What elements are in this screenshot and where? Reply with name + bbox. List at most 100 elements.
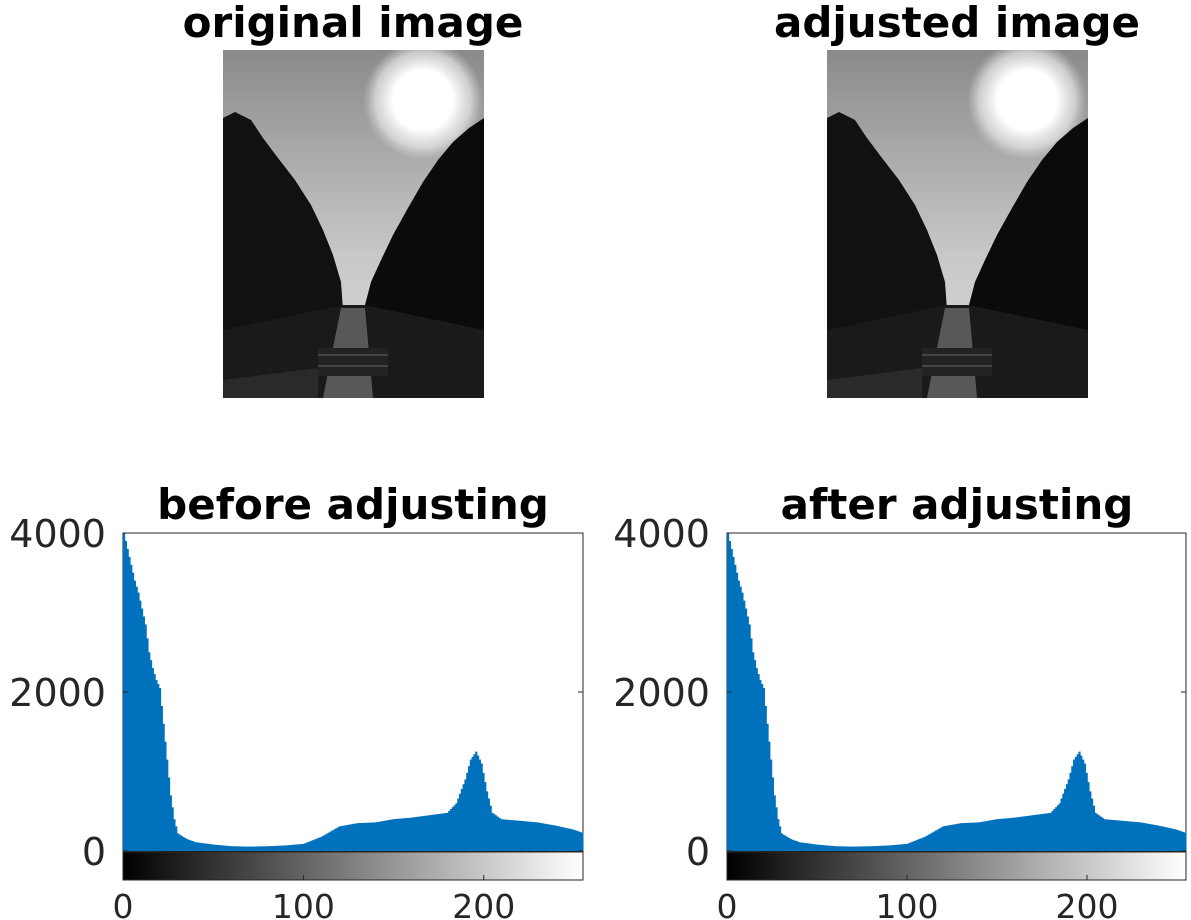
after-histogram-bar <box>1051 810 1054 851</box>
after-histogram-bar <box>1128 821 1131 851</box>
before-histogram-bar <box>466 772 469 851</box>
after-histogram-bar <box>904 844 907 851</box>
after-histogram-bar <box>999 818 1002 851</box>
before-histogram-title: before adjusting <box>157 480 549 529</box>
after-histogram-bar <box>945 825 948 851</box>
after-histogram-bar <box>777 819 780 851</box>
after-histogram-bar <box>1144 823 1147 851</box>
before-histogram-bar <box>259 846 262 851</box>
before-histogram-bar <box>282 845 286 851</box>
after-histogram-bar <box>789 839 792 851</box>
before-histogram-bar <box>387 820 390 851</box>
after-histogram-bar <box>911 841 914 851</box>
before-histogram-bar <box>216 844 219 851</box>
before-histogram-bar <box>187 839 190 851</box>
before-histogram-bar <box>158 688 162 851</box>
after-histogram-bar <box>969 822 972 851</box>
after-histogram-bar <box>1069 772 1072 851</box>
after-histogram-bar <box>782 834 785 851</box>
after-histogram-bar <box>841 846 844 851</box>
after-histogram-bar <box>893 844 896 851</box>
before-histogram-bar <box>444 813 447 851</box>
after-histogram-bar <box>997 819 1000 851</box>
after-histogram-bar <box>1110 819 1113 851</box>
after-histogram-bar <box>1003 818 1006 851</box>
before-histogram-bar <box>541 823 544 851</box>
before-histogram-bar <box>326 833 329 851</box>
after-histogram-bar <box>906 843 909 851</box>
after-histogram-bar <box>915 840 918 851</box>
after-histogram-bar <box>868 846 871 851</box>
after-histogram-bar <box>992 819 995 851</box>
after-histogram-bar <box>872 846 875 851</box>
before-histogram-bar <box>469 759 472 851</box>
after-histogram-bar <box>1033 814 1036 851</box>
after-histogram-title: after adjusting <box>780 480 1134 529</box>
after-histogram-bar <box>926 835 929 851</box>
before-histogram-bar <box>175 826 178 851</box>
adjusted-image-title: adjusted image <box>773 0 1140 47</box>
after-histogram-bar <box>1148 823 1151 851</box>
before-histogram-bar <box>536 822 539 851</box>
original-image <box>223 50 484 398</box>
before-histogram-bar <box>318 837 322 851</box>
before-histogram-bar <box>482 772 485 851</box>
before-histogram-bar <box>451 807 455 851</box>
before-histogram-bar <box>160 705 163 851</box>
after-histogram-bar <box>1065 784 1069 851</box>
after-histogram-bar <box>843 846 846 851</box>
before-histogram-bar <box>153 674 156 851</box>
after-histogram-bar <box>936 829 939 851</box>
after-histogram-bar <box>1085 772 1088 851</box>
before-histogram-bar <box>306 842 309 851</box>
before-histogram-bar <box>202 843 205 851</box>
after-histogram-bar <box>1123 820 1126 851</box>
before-histogram-bar <box>255 846 259 851</box>
before-histogram-bar <box>433 814 437 851</box>
after-histogram-bar <box>1171 828 1174 851</box>
after-histogram-bar <box>744 608 748 851</box>
before-histogram-bar <box>263 846 266 851</box>
before-histogram-bar <box>327 832 331 851</box>
after-histogram-bar <box>1162 826 1165 851</box>
before-histogram-bar <box>538 822 541 851</box>
before-histogram-bar <box>329 831 332 851</box>
after-histogram-bar <box>924 836 927 851</box>
after-histogram-bar <box>891 845 895 851</box>
before-histogram-bar <box>525 821 528 851</box>
before-histogram-bar <box>171 807 174 851</box>
before-histogram-bar <box>211 844 214 851</box>
before-histogram-bar <box>140 608 144 851</box>
after-histogram-bar <box>761 684 764 851</box>
before-histogram-bar <box>514 820 517 851</box>
after-histogram-bar <box>995 819 999 851</box>
after-histogram-bar <box>859 846 862 851</box>
before-histogram-bar <box>277 845 280 851</box>
after-histogram-bar <box>820 844 823 851</box>
before-histogram-bar <box>203 843 207 851</box>
after-histogram-bar <box>1141 822 1144 851</box>
before-histogram-bar <box>450 809 453 851</box>
after-histogram-bar <box>829 845 832 851</box>
before-histogram-bar <box>381 821 384 851</box>
before-histogram-bar <box>144 624 147 851</box>
after-histogram-bar <box>739 586 742 851</box>
before-histogram-bar <box>453 805 456 851</box>
after-histogram-bar <box>850 846 853 851</box>
before-histogram-bar <box>565 827 568 851</box>
after-histogram-bar <box>1006 818 1009 851</box>
after-histogram-bar <box>929 833 932 851</box>
after-histogram-bar <box>1004 818 1008 851</box>
after-histogram-bar <box>832 846 835 851</box>
before-axes-box <box>122 532 584 852</box>
before-histogram-bar <box>288 845 291 851</box>
after-histogram-bar <box>1073 759 1076 851</box>
before-histogram-bar <box>223 845 226 851</box>
after-histogram-bar <box>963 823 966 851</box>
before-histogram-bar <box>435 814 438 851</box>
after-histogram-bar <box>750 638 753 851</box>
after-histogram-bar <box>800 842 803 851</box>
after-histogram-bar <box>795 840 798 851</box>
before-histogram-bar <box>261 846 264 851</box>
before-histogram-bar <box>507 819 510 851</box>
